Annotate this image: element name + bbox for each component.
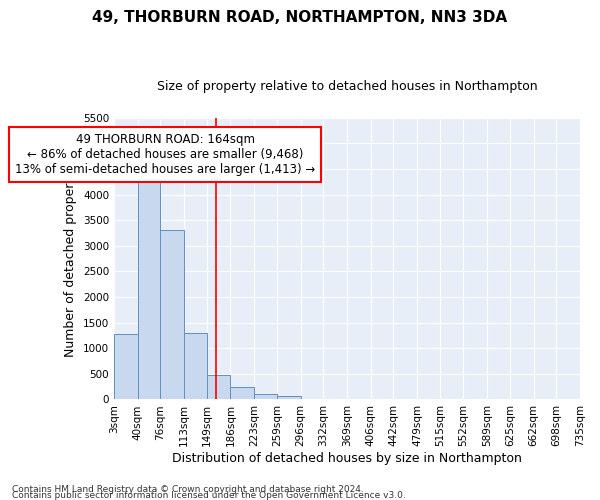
Title: Size of property relative to detached houses in Northampton: Size of property relative to detached ho… xyxy=(157,80,538,93)
Text: Contains HM Land Registry data © Crown copyright and database right 2024.: Contains HM Land Registry data © Crown c… xyxy=(12,485,364,494)
Text: 49 THORBURN ROAD: 164sqm
← 86% of detached houses are smaller (9,468)
13% of sem: 49 THORBURN ROAD: 164sqm ← 86% of detach… xyxy=(15,133,316,176)
Text: Contains public sector information licensed under the Open Government Licence v3: Contains public sector information licen… xyxy=(12,491,406,500)
Bar xyxy=(184,333,207,400)
Bar xyxy=(254,394,277,400)
Text: 49, THORBURN ROAD, NORTHAMPTON, NN3 3DA: 49, THORBURN ROAD, NORTHAMPTON, NN3 3DA xyxy=(92,10,508,25)
Bar xyxy=(207,375,230,400)
Bar xyxy=(230,387,254,400)
Bar xyxy=(114,334,137,400)
X-axis label: Distribution of detached houses by size in Northampton: Distribution of detached houses by size … xyxy=(172,452,522,465)
Bar xyxy=(137,176,160,400)
Y-axis label: Number of detached properties: Number of detached properties xyxy=(64,160,77,357)
Bar xyxy=(160,230,184,400)
Bar xyxy=(277,396,301,400)
